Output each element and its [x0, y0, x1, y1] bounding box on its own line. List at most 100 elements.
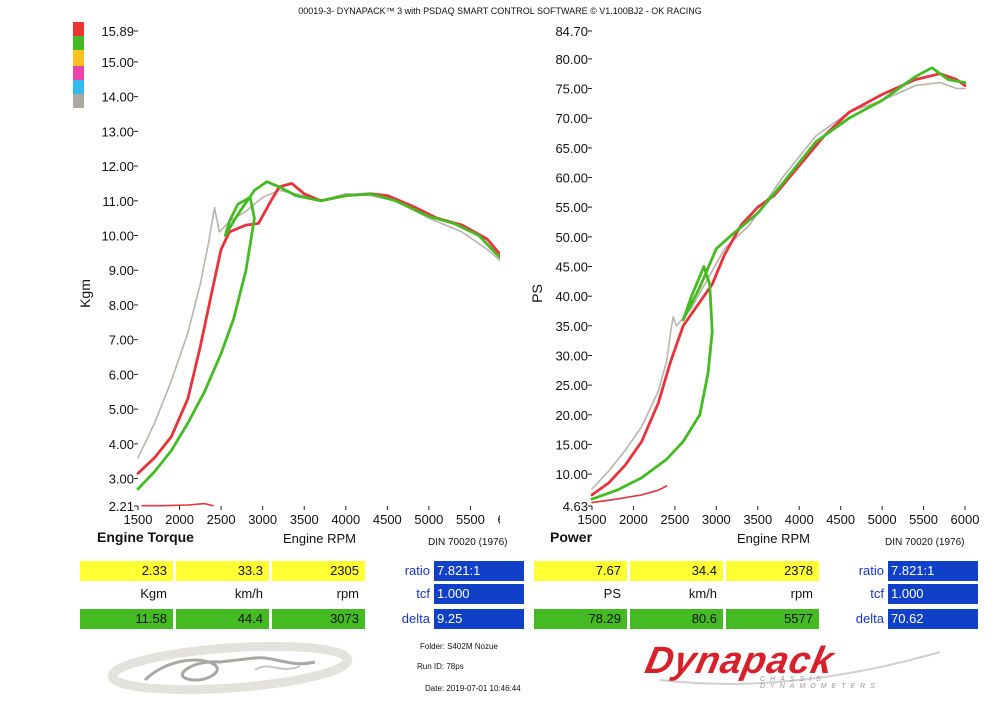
- y-tick-label: 60.00: [555, 171, 588, 186]
- series-line: [136, 180, 500, 491]
- tcf-label: tcf: [416, 586, 430, 601]
- cursor-speed-value: 34.4: [630, 561, 723, 581]
- peak-torque-speed: 44.4: [176, 609, 269, 629]
- date-label: Date:: [425, 684, 445, 693]
- y-tick-label: 20.00: [555, 408, 588, 423]
- folder-value: S402M Nozue: [447, 642, 498, 651]
- delta-label: delta: [401, 611, 430, 626]
- y-tick-label: 70.00: [555, 111, 588, 126]
- peak-power-speed: 80.6: [630, 609, 723, 629]
- y-tick-label: 15.00: [101, 55, 134, 70]
- y-tick-label: 40.00: [555, 289, 588, 304]
- peak-torque-rpm: 3073: [272, 609, 365, 629]
- cursor-power-value: 7.67: [534, 561, 627, 581]
- y-tick-label: 25.00: [555, 378, 588, 393]
- y-tick-label: 50.00: [555, 230, 588, 245]
- x-tick-label: 4000: [331, 512, 360, 527]
- power-chart: 4.63 10.00 15.00 20.00 25.00 30.00 35.00 40.00 4…: [529, 24, 980, 527]
- torque-chart-title: Engine Torque: [97, 529, 194, 545]
- y-tick-label: 75.00: [555, 82, 588, 97]
- torque-chart-xlabel: Engine RPM: [283, 531, 356, 546]
- x-tick-label: 6000: [951, 512, 980, 527]
- x-tick-label: 1500: [124, 512, 153, 527]
- y-tick-label: 45.00: [555, 260, 588, 275]
- x-tick-label: 4500: [373, 512, 402, 527]
- folder-info: Folder: S402M Nozue: [420, 642, 498, 651]
- power-chart-standard: DIN 70020 (1976): [885, 537, 965, 548]
- legend-swatch: [73, 66, 84, 80]
- run-info: Run ID: 78ps: [417, 662, 464, 671]
- run-value: 78ps: [446, 662, 464, 671]
- x-tick-label: 3500: [290, 512, 319, 527]
- ratio-label: ratio: [404, 563, 430, 578]
- y-tick-label: 10.00: [101, 229, 134, 244]
- y-tick-label: 13.00: [101, 124, 134, 139]
- y-tick-label: 9.00: [109, 263, 134, 278]
- x-tick-label: 2500: [660, 512, 689, 527]
- header-title: 00019-3- DYNAPACK™ 3 with PSDAQ SMART CO…: [298, 6, 702, 16]
- tcf-value: 1.000: [434, 584, 524, 604]
- x-tick-label: 6000: [498, 512, 500, 527]
- cursor-rpm-value: 2305: [272, 561, 365, 581]
- ratio-value: 7.821:1: [888, 561, 978, 581]
- torque-chart: 2.21 3.00 4.00 5.00 6.00 7.00 8.00 9.00 10.00 11.…: [77, 24, 500, 527]
- cursor-torque-value: 2.33: [80, 561, 173, 581]
- cursor-rpm-value: 2378: [726, 561, 819, 581]
- legend-swatch: [73, 22, 84, 36]
- y-tick-label: 7.00: [109, 333, 134, 348]
- date-info: Date: 2019-07-01 10:46:44: [425, 684, 521, 693]
- power-unit: PS: [603, 586, 621, 601]
- y-tick-label: 5.00: [109, 402, 134, 417]
- cursor-speed-value: 33.3: [176, 561, 269, 581]
- speed-unit: km/h: [234, 586, 263, 601]
- series-line: [590, 72, 967, 497]
- speed-unit: km/h: [688, 586, 717, 601]
- tcf-value: 1.000: [888, 584, 978, 604]
- tcf-label: tcf: [870, 586, 884, 601]
- date-value: 2019-07-01 10:46:44: [446, 684, 521, 693]
- y-axis-label: Kgm: [77, 279, 93, 308]
- x-tick-label: 5500: [909, 512, 938, 527]
- delta-value: 70.62: [888, 609, 978, 629]
- x-tick-label: 3000: [248, 512, 277, 527]
- legend: [73, 22, 84, 108]
- y-tick-label: 30.00: [555, 348, 588, 363]
- series-line: [136, 182, 500, 475]
- legend-swatch: [73, 94, 84, 108]
- x-tick-label: 3000: [702, 512, 731, 527]
- y-tick-label: 6.00: [109, 367, 134, 382]
- torque-unit: Kgm: [140, 586, 167, 601]
- rpm-unit: rpm: [790, 586, 813, 601]
- peak-torque-value: 11.58: [80, 609, 173, 629]
- y-tick-label: 12.00: [101, 159, 134, 174]
- delta-value: 9.25: [434, 609, 524, 629]
- x-tick-label: 4000: [785, 512, 814, 527]
- dynapack-logo: Dynapack CHASSIS DYNAMOMETERS: [640, 640, 950, 690]
- y-tick-label: 2.21: [109, 499, 134, 514]
- x-tick-label: 5000: [414, 512, 443, 527]
- torque-chart-standard: DIN 70020 (1976): [428, 537, 508, 548]
- y-tick-label: 4.63: [563, 499, 588, 514]
- y-tick-label: 11.00: [102, 194, 134, 209]
- x-tick-label: 1500: [578, 512, 607, 527]
- legend-swatch: [73, 80, 84, 94]
- peak-power-value: 78.29: [534, 609, 627, 629]
- x-tick-label: 2500: [207, 512, 236, 527]
- x-tick-label: 2000: [165, 512, 194, 527]
- run-label: Run ID:: [417, 662, 445, 671]
- y-tick-label: 10.00: [555, 467, 588, 482]
- y-tick-label: 15.89: [101, 24, 134, 39]
- y-tick-label: 65.00: [555, 141, 588, 156]
- y-tick-label: 84.70: [555, 24, 588, 39]
- x-tick-label: 4500: [826, 512, 855, 527]
- y-axis-label: PS: [529, 284, 545, 303]
- folder-label: Folder:: [420, 642, 445, 651]
- rpm-unit: rpm: [336, 586, 359, 601]
- x-tick-label: 3500: [743, 512, 772, 527]
- ratio-value: 7.821:1: [434, 561, 524, 581]
- power-chart-title: Power: [550, 529, 593, 545]
- logo-swoosh: [659, 651, 941, 685]
- series-line: [591, 485, 668, 504]
- power-chart-xlabel: Engine RPM: [737, 531, 810, 546]
- signature-logo: [107, 641, 353, 695]
